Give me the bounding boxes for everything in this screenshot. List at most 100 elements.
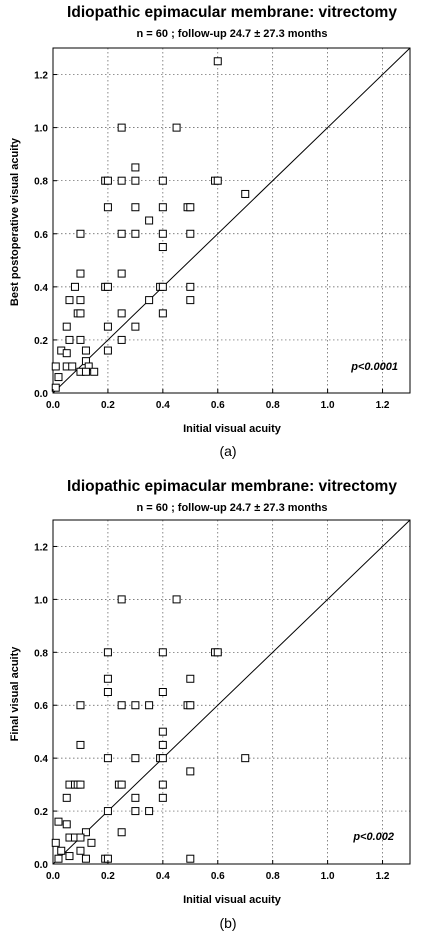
chart-a-data-point	[103, 282, 112, 291]
chart-a-data-point	[103, 176, 112, 185]
chart-b-data-point	[158, 648, 167, 657]
chart-b-data-point	[158, 740, 167, 749]
chart-b-data-point	[76, 740, 85, 749]
chart-a-data-point	[117, 269, 126, 278]
chart-a-data-point	[213, 57, 222, 66]
chart-a-data-point	[76, 309, 85, 318]
chart-a-data-point	[117, 176, 126, 185]
chart-b-data-point	[158, 754, 167, 763]
chart-b-data-point	[51, 838, 60, 847]
chart-b-x-tick-label: 0.6	[211, 871, 225, 882]
chart-b-x-tick-label: 0.2	[101, 871, 115, 882]
chart-a-y-ticks: 0.0 0.2 0.4 0.6 0.8 1.0 1.2	[34, 71, 57, 400]
chart-a-data-point	[68, 362, 77, 371]
chart-b-data-point	[103, 648, 112, 657]
chart-a-data-point	[103, 322, 112, 331]
chart-b-data-point	[158, 793, 167, 802]
chart-a-x-ticks: 0.0 0.2 0.4 0.6 0.8 1.0 1.2	[46, 389, 390, 411]
chart-a-x-tick-label: 0.2	[101, 400, 115, 411]
chart-a-data-point	[76, 269, 85, 278]
chart-b-data-point	[145, 701, 154, 710]
chart-b-data-point	[131, 793, 140, 802]
chart-a-x-tick-label: 1.0	[321, 400, 335, 411]
chart-b-data-point	[241, 754, 250, 763]
chart-b-data-point	[103, 754, 112, 763]
chart-b-data-point	[117, 828, 126, 837]
chart-b-y-tick-label: 0.2	[34, 807, 48, 818]
chart-a-data-point	[81, 346, 90, 355]
chart-a-y-tick-label: 1.2	[34, 71, 48, 82]
chart-b-data-point	[158, 727, 167, 736]
chart-a-data-point	[158, 176, 167, 185]
chart-a-data-point	[103, 203, 112, 212]
chart-a-data-point	[131, 229, 140, 238]
chart-a-data-point	[62, 322, 71, 331]
chart-a-data-point	[186, 282, 195, 291]
chart-a-title: Idiopathic epimacular membrane: vitrecto…	[67, 4, 397, 21]
chart-a-data-point	[51, 362, 60, 371]
chart-b-x-ticks: 0.0 0.2 0.4 0.6 0.8 1.0 1.2	[46, 860, 390, 882]
chart-a-data-point	[117, 309, 126, 318]
chart-b-data-point	[103, 688, 112, 696]
chart-b-y-label: Final visual acuity	[9, 646, 21, 742]
chart-b-data-point	[81, 828, 90, 837]
chart-a-data-point	[145, 296, 154, 305]
chart-a-p-value: p<0.0001	[350, 361, 398, 373]
chart-b-data-point	[213, 648, 222, 657]
chart-b-data-point	[62, 793, 71, 802]
chart-b-data-point	[54, 854, 63, 863]
chart-a-data-point	[117, 123, 126, 132]
chart-b-data-point	[81, 854, 90, 863]
chart-b-data-point	[158, 780, 167, 789]
chart-b: Idiopathic epimacular membrane: vitrecto…	[9, 478, 411, 931]
chart-b-x-tick-label: 0.8	[266, 871, 280, 882]
chart-a-data-point	[186, 203, 195, 212]
chart-b-p-value: p<0.002	[352, 831, 394, 843]
chart-b-data-point	[186, 854, 195, 863]
chart-a-data-point	[158, 309, 167, 318]
chart-a-data-point	[172, 123, 181, 132]
chart-b-x-label: Initial visual acuity	[183, 894, 282, 906]
chart-a-data-point	[62, 349, 71, 358]
chart-b-x-tick-label: 1.2	[376, 871, 390, 882]
chart-b-x-tick-label: 0.0	[46, 871, 60, 882]
chart-b-x-tick-label: 1.0	[321, 871, 335, 882]
chart-b-data-point	[76, 846, 85, 855]
chart-b-data-point	[117, 595, 126, 604]
chart-b-y-tick-label: 0.0	[34, 860, 48, 871]
chart-a-data-point	[76, 335, 85, 344]
chart-a-plot-frame	[52, 47, 411, 394]
chart-b-grid	[53, 520, 410, 864]
chart-b-data-point	[76, 833, 85, 842]
chart-b-y-tick-label: 1.2	[34, 542, 48, 553]
chart-a-data-point	[158, 282, 167, 291]
chart-b-y-tick-label: 1.0	[34, 595, 48, 606]
chart-b-data-point	[186, 674, 195, 683]
chart-b-data-point	[76, 701, 85, 710]
chart-a-data-point	[70, 282, 79, 291]
chart-a-x-tick-label: 0.8	[266, 400, 280, 411]
chart-a-data-point	[158, 243, 167, 252]
chart-a-y-tick-label: 1.0	[34, 124, 48, 135]
chart-a-subtitle: n = 60 ; follow-up 24.7 ± 27.3 months	[137, 28, 328, 40]
chart-a-data-point	[145, 216, 154, 225]
chart-a-data-point	[131, 203, 140, 212]
chart-a-data-point	[131, 163, 140, 172]
chart-b-x-tick-label: 0.4	[156, 871, 170, 882]
chart-a-data-point	[213, 176, 222, 185]
chart-b-data-point	[65, 852, 74, 861]
chart-a-data-point	[131, 176, 140, 185]
chart-a-caption: (a)	[219, 443, 236, 459]
chart-a-points	[51, 57, 250, 392]
chart-a-data-point	[76, 229, 85, 238]
chart-a-x-tick-label: 1.2	[376, 400, 390, 411]
chart-a-y-tick-label: 0.6	[34, 230, 48, 241]
chart-b-identity-line	[52, 519, 411, 865]
chart-b-data-point	[186, 701, 195, 710]
chart-a-data-point	[81, 367, 90, 376]
chart-a-data-point	[117, 335, 126, 344]
chart-a-identity-line	[52, 47, 411, 394]
chart-b-data-point	[103, 807, 112, 816]
chart-a-data-point	[65, 335, 74, 344]
